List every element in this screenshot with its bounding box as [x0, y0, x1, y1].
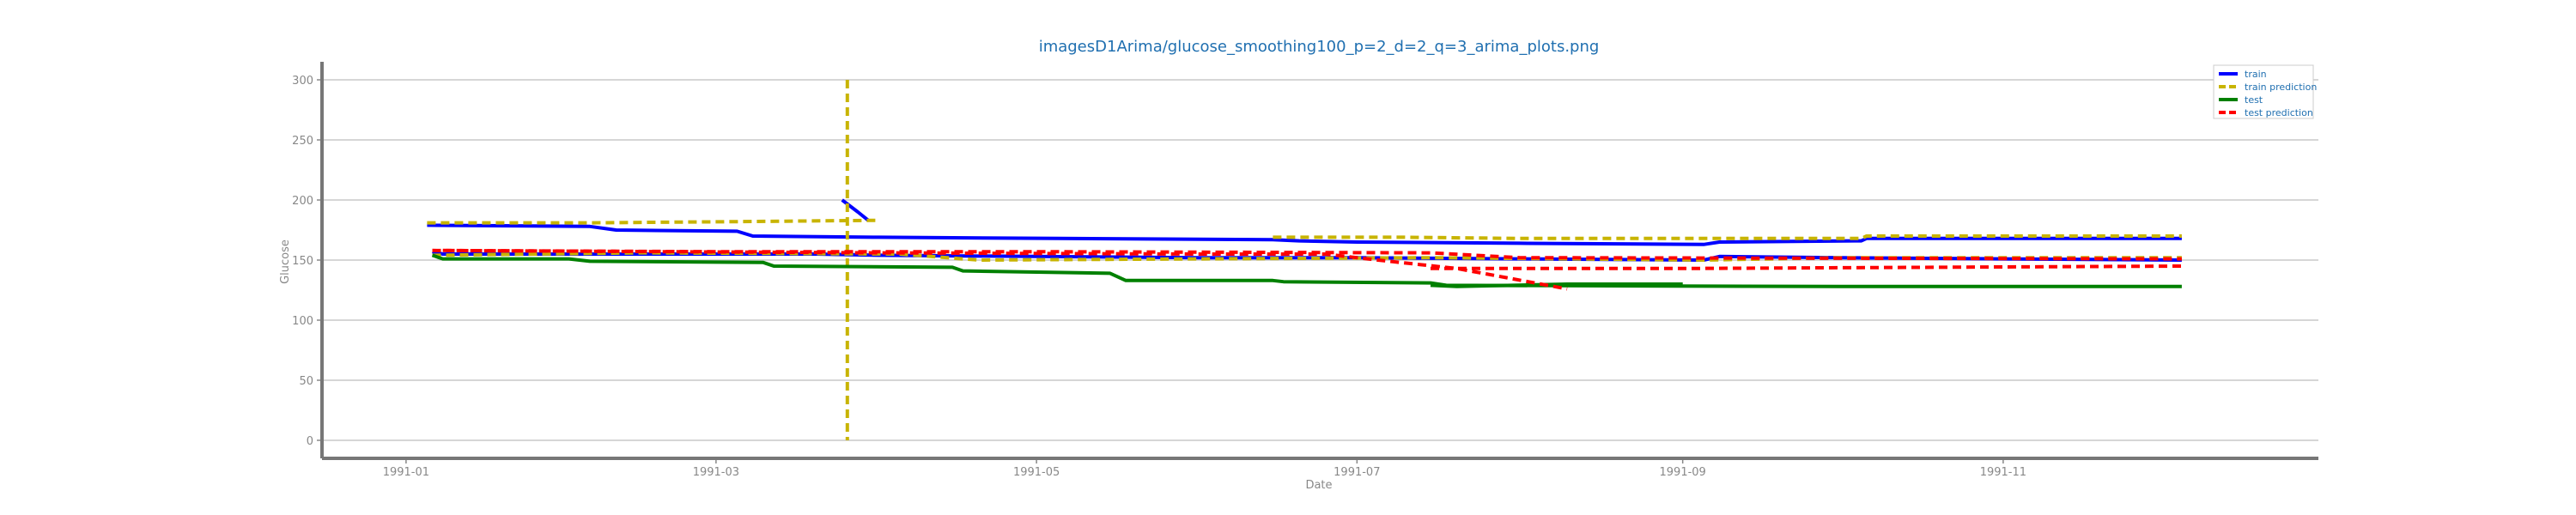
series-line-test-prediction: [1431, 264, 2182, 270]
legend-label: train prediction: [2245, 82, 2317, 93]
y-tick-label: 300: [292, 75, 313, 88]
x-tick-label: 1991-07: [1334, 466, 1380, 479]
series-line-test: [1430, 282, 1683, 288]
legend-label: test prediction: [2245, 107, 2313, 118]
series-test-prediction: [432, 248, 2182, 291]
x-axis-label: Date: [1305, 479, 1332, 492]
legend-label: train: [2245, 69, 2267, 80]
series-line-train: [427, 223, 2182, 246]
x-tick-label: 1991-09: [1660, 466, 1706, 479]
y-tick-label: 250: [292, 135, 313, 148]
y-tick-label: 0: [307, 435, 313, 448]
series-layer: [427, 80, 2182, 440]
x-tick-label: 1991-01: [383, 466, 429, 479]
y-tick-label: 200: [292, 195, 313, 208]
legend-label: test: [2245, 94, 2263, 106]
y-tick-label: 100: [292, 315, 313, 328]
series-line-train-prediction: [427, 218, 879, 225]
x-tick-label: 1991-03: [693, 466, 739, 479]
y-tick-label: 150: [292, 255, 313, 268]
x-tick-label: 1991-11: [1980, 466, 2026, 479]
chart-title: imagesD1Arima/glucose_smoothing100_p=2_d…: [1039, 38, 1600, 56]
series-line-test-prediction: [442, 248, 1568, 291]
y-tick-label: 50: [299, 375, 313, 388]
axes-layer: 0 50 100 150 200 250 300 1991-01 1991-03 1991-05 1…: [292, 62, 2318, 479]
series-test: [431, 253, 2182, 288]
x-tick-label: 1991-05: [1013, 466, 1060, 479]
y-axis-label: Glucose: [279, 239, 292, 284]
series-line-train-prediction: [1273, 234, 2182, 240]
